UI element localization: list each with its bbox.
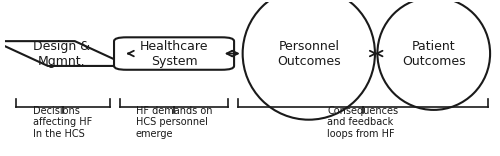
Polygon shape <box>0 41 128 66</box>
Text: Healthcare
System: Healthcare System <box>140 39 208 68</box>
Text: Design &
Mgmnt.: Design & Mgmnt. <box>33 39 90 68</box>
Text: Consequences
and feedback
loops from HF: Consequences and feedback loops from HF <box>327 105 398 139</box>
Text: Decisions
affecting HF
In the HCS: Decisions affecting HF In the HCS <box>33 105 92 139</box>
Ellipse shape <box>378 0 490 110</box>
FancyBboxPatch shape <box>114 37 234 70</box>
Text: Patient
Outcomes: Patient Outcomes <box>402 39 466 68</box>
Text: Personnel
Outcomes: Personnel Outcomes <box>277 39 340 68</box>
Text: HF demands on
HCS personnel
emerge: HF demands on HCS personnel emerge <box>136 105 212 139</box>
Ellipse shape <box>242 0 375 120</box>
